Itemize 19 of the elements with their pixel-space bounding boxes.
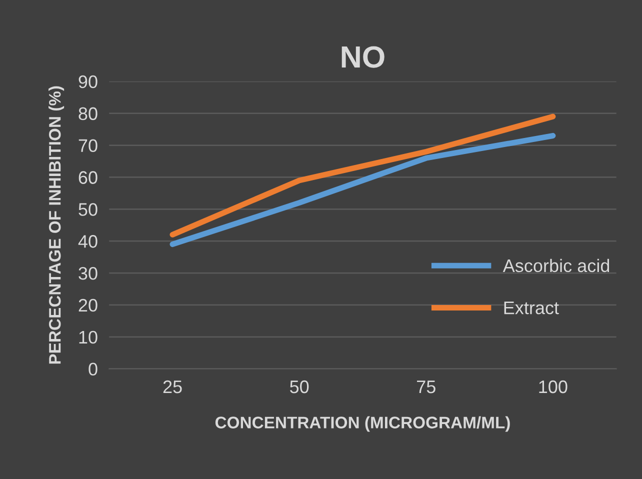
x-tick-label: 75: [417, 380, 436, 394]
x-tick-label: 25: [163, 380, 182, 394]
legend-label: Ascorbic acid: [502, 258, 610, 272]
y-tick-label: 60: [78, 171, 98, 184]
chart-title: NO: [342, 46, 384, 68]
y-axis-title: PERCECNTAGE OF INHIBITION (%): [48, 86, 64, 364]
y-tick-label: 50: [78, 203, 98, 216]
y-tick-label: 90: [78, 75, 98, 88]
y-tick-label: 0: [88, 362, 98, 376]
legend-label: Extract: [504, 302, 559, 314]
y-tick-label: 80: [78, 107, 98, 120]
y-tick-label: 70: [78, 139, 98, 152]
x-tick-label: 100: [539, 380, 568, 394]
y-tick-label: 40: [78, 235, 98, 248]
y-tick-label: 20: [78, 298, 98, 312]
y-tick-label: 30: [78, 266, 98, 280]
x-axis-title: CONCENTRATION (MICROGRAM/ML): [215, 416, 510, 432]
x-tick-label: 50: [290, 380, 309, 394]
y-tick-label: 10: [79, 330, 98, 344]
